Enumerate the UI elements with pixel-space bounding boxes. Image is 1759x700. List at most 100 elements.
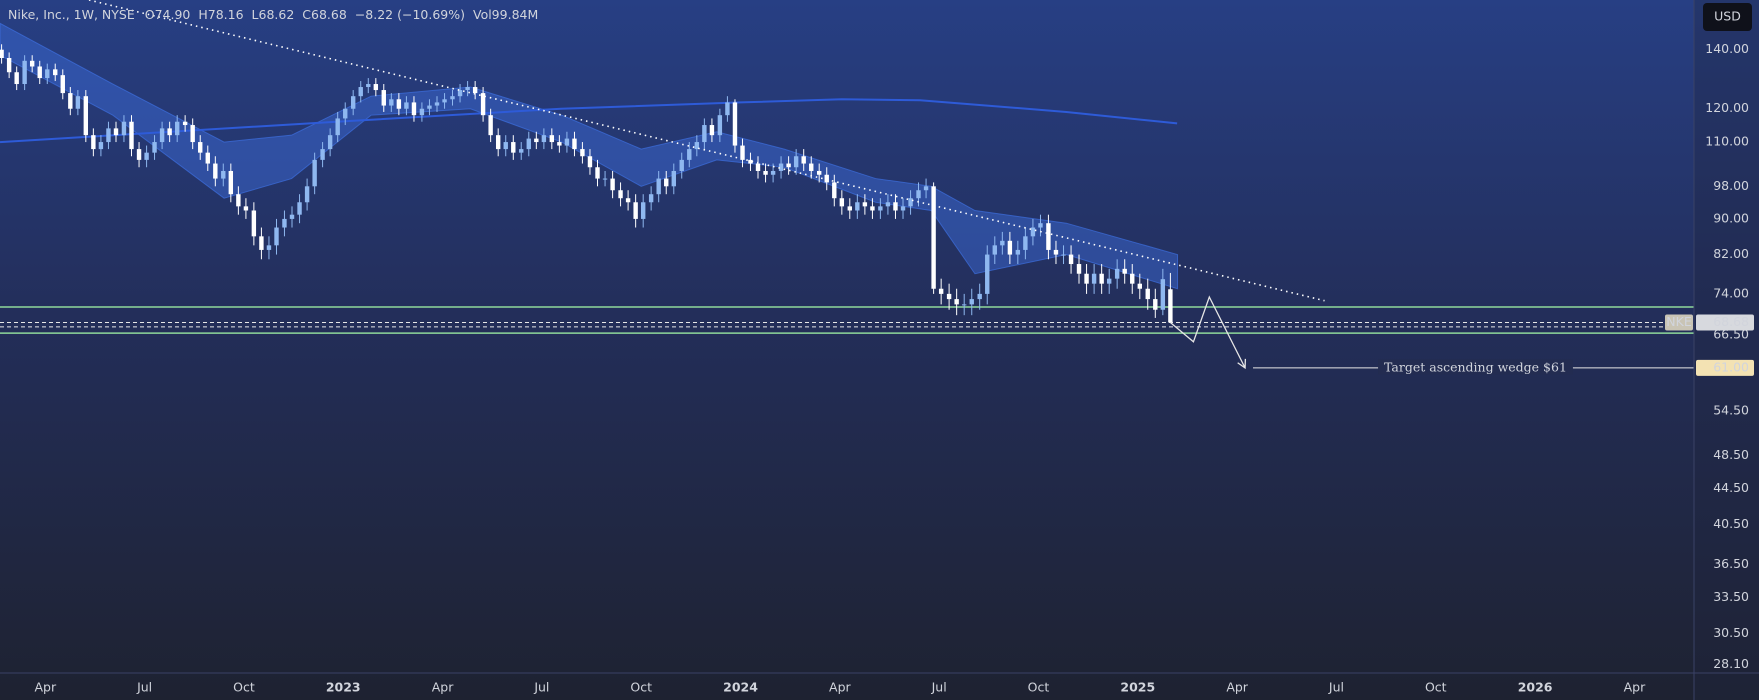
candle-body (878, 206, 883, 211)
candle-body (129, 121, 134, 150)
candle-body (702, 125, 707, 143)
candle-body (495, 135, 501, 150)
y-tick-label: 28.10 (1713, 656, 1749, 671)
x-tick-label: Apr (1226, 680, 1248, 695)
candle-body (190, 125, 195, 143)
candle-body (442, 99, 447, 103)
candle-body (985, 254, 990, 294)
candle-body (610, 178, 615, 191)
candle-body (900, 206, 906, 211)
x-tick-label: 2025 (1120, 680, 1155, 695)
x-tick-label: 2023 (326, 680, 361, 695)
candle-body (816, 170, 822, 175)
candle-body (221, 170, 226, 179)
y-tick-label: 110.00 (1705, 134, 1749, 149)
chart-title: Nike, Inc., 1W, NYSE (8, 7, 135, 22)
x-tick-label: 2024 (723, 680, 758, 695)
candle-body (763, 170, 768, 175)
candle-body (1030, 227, 1036, 237)
candle-body (755, 163, 761, 171)
candle-body (847, 206, 852, 211)
candle-body (855, 202, 860, 211)
candle-body (75, 96, 81, 109)
candle-body (916, 190, 921, 199)
candle-body (809, 163, 814, 171)
candle-body (602, 178, 608, 180)
candle-body (159, 128, 165, 143)
candle-body (182, 121, 188, 126)
candle-body (1068, 254, 1074, 265)
candle-body (297, 202, 302, 215)
candle-body (243, 206, 249, 211)
candle-body (1084, 273, 1089, 284)
candle-body (1145, 288, 1150, 300)
candle-body (625, 198, 631, 203)
candle-body (1023, 236, 1028, 250)
candle-body (793, 156, 799, 168)
candle-body (709, 125, 715, 136)
x-tick-label: Jul (1328, 680, 1344, 695)
currency-button[interactable]: USD (1714, 9, 1741, 24)
symbol-tag: NKE (1666, 314, 1692, 329)
candle-body (22, 60, 27, 85)
candle-body (1130, 273, 1135, 284)
candle-body (824, 174, 829, 183)
x-tick-label: Apr (829, 680, 851, 695)
ohlc-value: O74.90 (145, 7, 191, 22)
currency-button-bg[interactable] (1703, 3, 1752, 31)
candle-body (580, 149, 585, 157)
candle-body (266, 245, 272, 250)
candle-body (1046, 223, 1051, 250)
y-tick-label: 74.00 (1713, 285, 1749, 300)
x-tick-label: Apr (34, 680, 56, 695)
candle-body (664, 178, 669, 187)
candle-body (587, 156, 593, 168)
target-tag: 61.00 (1713, 359, 1749, 374)
ema-ribbon (0, 22, 1179, 290)
price-axis (1694, 0, 1759, 700)
projection-arrowhead (1237, 358, 1247, 370)
x-tick-label: Oct (1425, 680, 1447, 695)
candle-body (1153, 299, 1158, 310)
y-tick-label: 98.00 (1713, 178, 1749, 193)
moving-average (0, 98, 1178, 144)
candle-body (557, 142, 562, 146)
legend-header: Nike, Inc., 1W, NYSE O74.90 H78.16 L68.62 C6… (8, 7, 538, 22)
candle-body (289, 214, 295, 219)
candle-body (1061, 254, 1066, 256)
x-tick-label: Jul (533, 680, 549, 695)
price-tag: 68.68 (1713, 314, 1749, 329)
candle-body (832, 182, 837, 199)
candle-body (480, 93, 486, 116)
x-tick-label: 2026 (1518, 680, 1553, 695)
candle-body (687, 149, 692, 160)
ohlc-value: H78.16 (198, 7, 243, 22)
candle-body (618, 190, 623, 199)
candle-body (938, 288, 944, 294)
candle-body (640, 202, 646, 219)
candle-body (136, 149, 142, 160)
candle-body (549, 135, 555, 143)
target-tag-bg (1696, 359, 1754, 376)
candle-body (778, 163, 784, 171)
ohlc-value: Vol99.84M (473, 7, 538, 22)
candle-body (633, 202, 638, 219)
candle-body (725, 102, 730, 116)
candle-body (572, 138, 577, 150)
candle-body (1053, 249, 1059, 255)
candle-body (1107, 278, 1112, 284)
candle-body (427, 105, 432, 109)
y-tick-label: 44.50 (1713, 480, 1749, 495)
candle-body (434, 102, 440, 106)
candle-body (121, 121, 127, 136)
candle-body (366, 84, 371, 88)
x-tick-label: Oct (1028, 680, 1050, 695)
candle-body (648, 194, 654, 203)
candle-body (519, 149, 524, 153)
candle-body (870, 206, 875, 211)
candle-body (969, 299, 974, 305)
candle-body (350, 96, 356, 109)
candle-body (106, 128, 111, 143)
